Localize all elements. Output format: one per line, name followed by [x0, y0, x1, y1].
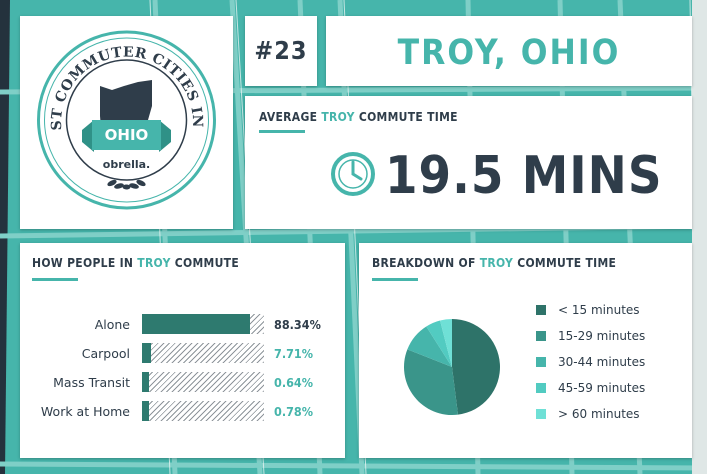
pie-slice-60-minutes — [440, 319, 452, 367]
mode-percentage: 7.71% — [274, 346, 314, 361]
average-commute-value: 19.5 MINS — [385, 146, 663, 206]
legend-label: 45-59 minutes — [558, 381, 646, 395]
legend-label: < 15 minutes — [558, 303, 640, 317]
mode-bar-track — [142, 343, 264, 363]
commute-time-pie-chart — [404, 319, 501, 415]
mode-label: Work at Home — [40, 404, 130, 419]
pie-slice-15-29-minutes — [404, 349, 459, 415]
mode-percentage: 88.34% — [274, 317, 321, 332]
commute-mode-row: Work at Home 0.78% — [20, 400, 345, 422]
title-underline — [372, 278, 418, 281]
mode-bar-fill — [142, 372, 149, 392]
city-name: TROY, OHIO — [397, 33, 621, 73]
average-commute-title: AVERAGE TROY COMMUTE TIME — [259, 110, 458, 124]
mode-label: Alone — [94, 317, 130, 332]
average-commute-card: AVERAGE TROY COMMUTE TIME 19.5 MINS — [245, 96, 692, 229]
badge-state-label: OHIO — [105, 126, 149, 144]
legend-swatch — [536, 331, 546, 341]
pie-slice-45-59-minutes — [426, 320, 452, 367]
commute-breakdown-card: BREAKDOWN OF TROY COMMUTE TIME < 15 minu… — [359, 243, 692, 458]
legend-swatch — [536, 357, 546, 367]
title-underline — [259, 130, 305, 133]
legend-label: > 60 minutes — [558, 407, 640, 421]
legend-swatch — [536, 383, 546, 393]
legend-label: 30-44 minutes — [558, 355, 646, 369]
mode-label: Carpool — [81, 346, 130, 361]
commute-modes-card: HOW PEOPLE IN TROY COMMUTE Alone 88.34% … — [20, 243, 345, 458]
award-badge-card: 40 BEST COMMUTER CITIES IN OHIO OHIO obr… — [20, 16, 233, 229]
mode-percentage: 0.64% — [274, 375, 314, 390]
commute-mode-row: Carpool 7.71% — [20, 342, 345, 364]
mode-bar-track — [142, 372, 264, 392]
legend-swatch — [536, 409, 546, 419]
rank-number: #23 — [254, 36, 308, 65]
mode-bar-fill — [142, 401, 149, 421]
commute-mode-row: Mass Transit 0.64% — [20, 371, 345, 393]
mode-percentage: 0.78% — [274, 404, 314, 419]
pie-slice-15-minutes — [452, 319, 501, 415]
mode-bar-fill — [142, 343, 152, 363]
clock-icon — [331, 152, 375, 196]
title-underline — [32, 278, 78, 281]
city-card: TROY, OHIO — [326, 16, 692, 86]
rank-card: #23 — [245, 16, 317, 86]
mode-bar-track — [142, 401, 264, 421]
badge-brand: obrella. — [103, 158, 150, 171]
mode-bar-fill — [142, 314, 250, 334]
commute-mode-row: Alone 88.34% — [20, 313, 345, 335]
legend-swatch — [536, 305, 546, 315]
commute-breakdown-title: BREAKDOWN OF TROY COMMUTE TIME — [372, 256, 617, 270]
mode-label: Mass Transit — [53, 375, 130, 390]
mode-bar-track — [142, 314, 264, 334]
legend-label: 15-29 minutes — [558, 329, 646, 343]
pie-slice-30-44-minutes — [407, 326, 452, 367]
commute-modes-title: HOW PEOPLE IN TROY COMMUTE — [32, 256, 239, 270]
award-seal-icon: 40 BEST COMMUTER CITIES IN OHIO OHIO obr… — [20, 16, 216, 210]
